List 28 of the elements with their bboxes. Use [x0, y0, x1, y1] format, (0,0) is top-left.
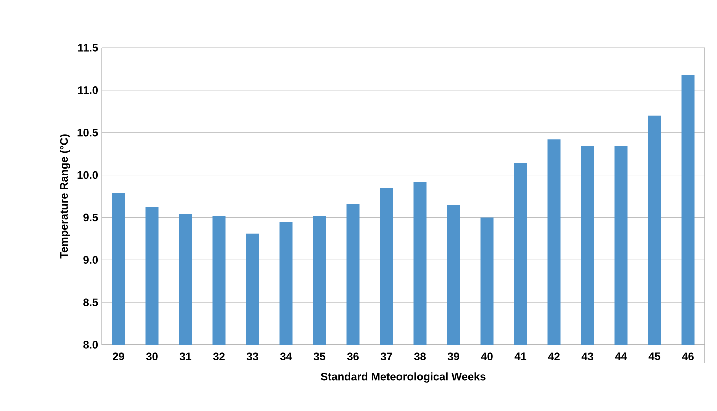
y-tick-label: 10.5 — [78, 128, 98, 137]
y-tick-label: 11.5 — [78, 44, 98, 52]
x-tick-label: 44 — [615, 352, 628, 360]
y-tick-label: 10.0 — [78, 171, 98, 180]
x-tick-label: 43 — [582, 352, 594, 361]
x-tick-label: 29 — [113, 352, 124, 361]
x-tick-label: 33 — [246, 352, 258, 361]
x-tick-label: 32 — [213, 352, 225, 361]
x-tick-label: 40 — [481, 352, 493, 361]
x-tick-label: 36 — [347, 352, 359, 361]
y-tick-label: 8.5 — [84, 298, 98, 306]
y-tick-label: 8.0 — [84, 341, 98, 349]
x-axis-title: Standard Meteorological Weeks — [321, 372, 486, 383]
y-axis-title: Temperature Range (°C) — [60, 134, 70, 259]
x-tick-label: 31 — [180, 352, 192, 361]
x-tick-label: 41 — [514, 352, 527, 360]
x-tick-label: 39 — [448, 352, 460, 361]
x-tick-label: 38 — [414, 352, 426, 361]
x-tick-label: 37 — [380, 352, 392, 361]
y-tick-label: 9.5 — [84, 214, 98, 222]
x-tick-label: 46 — [682, 352, 694, 361]
y-tick-label: 9.0 — [84, 256, 98, 264]
x-tick-label: 30 — [146, 352, 158, 361]
x-tick-label: 34 — [280, 352, 292, 361]
x-tick-label: 35 — [314, 352, 326, 361]
y-tick-label: 11.0 — [78, 86, 98, 94]
x-tick-label: 42 — [548, 352, 560, 360]
x-tick-label: 45 — [648, 352, 661, 360]
